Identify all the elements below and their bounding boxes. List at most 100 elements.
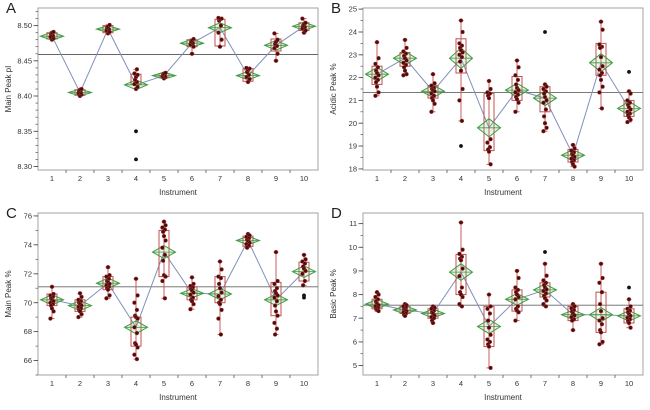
data-point [544, 125, 549, 130]
x-tick-label: 3 [106, 174, 110, 183]
data-point [600, 27, 605, 32]
data-point [460, 294, 465, 300]
data-point [597, 73, 603, 78]
data-point [600, 316, 605, 321]
data-point [376, 90, 381, 95]
outlier-point [627, 70, 631, 74]
data-point [161, 219, 167, 224]
data-point [132, 325, 137, 330]
data-point [216, 15, 221, 21]
data-point [76, 314, 81, 320]
data-point [219, 290, 224, 295]
data-point [107, 293, 112, 298]
data-point [516, 275, 521, 281]
data-point [599, 322, 605, 327]
y-tick-label: 21 [349, 96, 357, 105]
y-axis-label: Main Peak pI [4, 66, 13, 113]
data-point [485, 306, 490, 311]
data-point [516, 100, 521, 105]
data-point [218, 275, 224, 281]
x-tick-label: 6 [515, 174, 519, 183]
data-point [626, 320, 632, 326]
data-point [598, 77, 604, 83]
data-point [513, 297, 518, 302]
data-point [486, 95, 492, 101]
x-tick-label: 10 [625, 174, 633, 183]
data-point [572, 146, 577, 151]
x-tick-label: 8 [571, 174, 575, 183]
data-point [135, 345, 140, 350]
data-point [598, 19, 604, 24]
data-point [49, 284, 55, 289]
data-point [457, 273, 462, 279]
y-axis-label: Acidic Peak % [329, 63, 338, 114]
data-point [628, 325, 633, 330]
data-point [300, 16, 305, 21]
data-point [516, 87, 521, 93]
data-point [217, 259, 223, 264]
data-point [541, 114, 547, 119]
data-point [460, 247, 465, 252]
data-point [513, 318, 518, 323]
data-point [163, 274, 168, 279]
data-point [188, 292, 193, 297]
data-point [404, 58, 409, 63]
y-tick-label: 68 [24, 327, 32, 336]
data-point [272, 332, 278, 337]
data-point [597, 342, 602, 347]
data-point [598, 308, 604, 314]
data-point [458, 258, 464, 263]
data-point [274, 326, 280, 331]
data-point [160, 245, 165, 250]
x-tick-label: 1 [50, 174, 54, 183]
data-point [376, 73, 381, 78]
data-point [218, 332, 224, 337]
data-point [163, 238, 168, 243]
x-tick-label: 5 [162, 174, 166, 183]
data-point [516, 65, 521, 70]
data-point [541, 129, 546, 134]
panel-c-letter: C [6, 205, 18, 222]
data-point [134, 356, 140, 362]
outlier-point [627, 285, 631, 290]
x-tick-label: 9 [599, 174, 603, 183]
panel-c-plot: 66 68 70 72 74 76 1 2 3 4 5 6 7 8 9 10 Instrument Main Pe… [4, 212, 319, 402]
data-point [402, 37, 408, 43]
plot-area [362, 7, 644, 171]
data-point [402, 313, 408, 319]
data-point [107, 22, 112, 28]
data-point [247, 76, 252, 82]
x-tick-label: 3 [431, 174, 435, 183]
x-tick-label: 7 [543, 379, 547, 388]
data-point [79, 312, 84, 317]
y-tick-label: 23 [349, 50, 357, 59]
data-point [272, 31, 277, 36]
data-point [275, 313, 280, 318]
data-point [572, 164, 577, 169]
data-point [544, 98, 549, 103]
outlier-point [459, 144, 463, 148]
x-axis-label: Instrument [484, 393, 523, 402]
y-tick-label: 18 [349, 165, 357, 174]
data-point [570, 327, 576, 333]
data-point [597, 90, 602, 95]
data-point [488, 365, 493, 371]
data-point [430, 98, 436, 103]
data-point [189, 275, 195, 280]
data-point [135, 316, 140, 321]
x-tick-label: 5 [487, 174, 491, 183]
data-point [135, 84, 140, 90]
y-tick-label: 8.40 [17, 92, 32, 101]
data-point [628, 107, 633, 112]
data-point [375, 65, 381, 70]
outlier-point [543, 30, 547, 34]
x-tick-label: 1 [375, 174, 379, 183]
data-point [188, 307, 193, 312]
y-tick-label: 8.30 [17, 162, 32, 171]
y-tick-label: 22 [349, 73, 357, 82]
data-point [275, 51, 280, 56]
data-point [460, 50, 465, 55]
x-tick-label: 7 [218, 379, 222, 388]
y-tick-label: 74 [24, 240, 32, 249]
